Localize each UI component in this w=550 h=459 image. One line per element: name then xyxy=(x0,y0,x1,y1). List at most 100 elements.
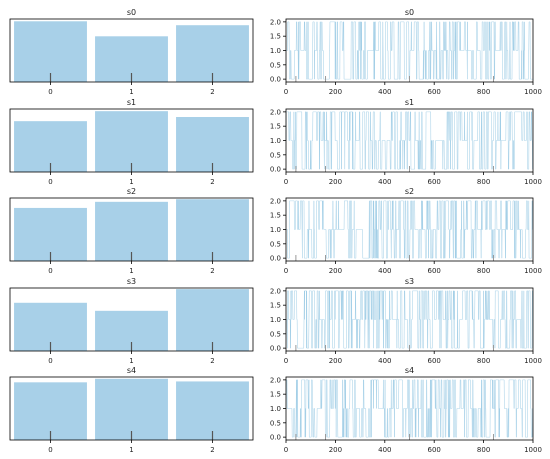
y-tick-label: 2.0 xyxy=(270,108,281,116)
x-tick-label: 1000 xyxy=(524,178,542,186)
histogram-panel-s0: 0 1 2 s0 xyxy=(9,8,254,96)
x-tick-label: 1 xyxy=(129,178,133,186)
x-tick-label: 0 xyxy=(284,357,288,365)
x-tick-label: 0 xyxy=(284,267,288,275)
x-tick-label: 400 xyxy=(378,267,391,275)
bar-1 xyxy=(95,378,168,440)
trace-panel-s3: 0.0 0.5 1.0 1.5 2.0 0 200 400 600 800 1000 s3 xyxy=(270,277,542,365)
axes-frame xyxy=(9,287,254,352)
panel-title: s0 xyxy=(127,8,136,17)
x-tick-label: 800 xyxy=(477,178,490,186)
x-tick-label: 600 xyxy=(428,446,441,454)
x-tick-label: 200 xyxy=(329,178,342,186)
x-tick-label: 400 xyxy=(378,88,391,96)
y-tick-label: 2.0 xyxy=(270,18,281,26)
x-tick-label: 0 xyxy=(48,178,52,186)
panel-title: s3 xyxy=(405,277,414,286)
panel-title: s4 xyxy=(127,366,136,375)
trace-line xyxy=(285,111,533,170)
x-tick-label: 800 xyxy=(477,446,490,454)
bar-2 xyxy=(176,289,249,351)
panel-title: s2 xyxy=(405,187,414,196)
y-tick-label: 1.5 xyxy=(270,302,281,310)
y-tick-label: 0.0 xyxy=(270,76,281,84)
trace-panel-s2: 0.0 0.5 1.0 1.5 2.0 0 200 400 600 800 1000 s2 xyxy=(270,187,542,275)
x-tick-label: 0 xyxy=(48,267,52,275)
axes-frame xyxy=(285,197,534,262)
bar-2 xyxy=(176,199,249,261)
y-tick-label: 0.5 xyxy=(270,240,281,248)
x-tick-label: 200 xyxy=(329,88,342,96)
panel-title: s3 xyxy=(127,277,136,286)
x-tick-label: 600 xyxy=(428,88,441,96)
y-tick-label: 1.0 xyxy=(270,137,281,145)
bar-1 xyxy=(95,201,168,261)
axes-frame xyxy=(9,197,254,262)
bar-1 xyxy=(95,111,168,172)
y-tick-label: 0.5 xyxy=(270,61,281,69)
y-tick-label: 0.0 xyxy=(270,345,281,353)
y-tick-label: 1.0 xyxy=(270,47,281,55)
histogram-panel-s3: 0 1 2 s3 xyxy=(9,277,254,365)
x-tick-label: 400 xyxy=(378,178,391,186)
y-tick-label: 0.0 xyxy=(270,255,281,263)
x-tick-label: 0 xyxy=(284,88,288,96)
x-tick-label: 1000 xyxy=(524,267,542,275)
axes-frame xyxy=(9,376,254,441)
trace-panel-s4: 0.0 0.5 1.0 1.5 2.0 0 200 400 600 800 1000 s4 xyxy=(270,366,542,454)
x-tick-label: 200 xyxy=(329,267,342,275)
y-tick-label: 1.5 xyxy=(270,391,281,399)
trace-line xyxy=(286,21,533,80)
x-tick-label: 1 xyxy=(129,267,133,275)
panel-title: s1 xyxy=(127,98,136,107)
x-tick-label: 400 xyxy=(378,446,391,454)
x-tick-label: 400 xyxy=(378,357,391,365)
y-tick-label: 2.0 xyxy=(270,376,281,384)
x-tick-label: 200 xyxy=(329,357,342,365)
trace-panel-s0: 0.0 0.5 1.0 1.5 2.0 0 200 400 600 800 1000 s0 xyxy=(270,8,542,96)
axes-frame xyxy=(9,108,254,173)
y-tick-label: 2.0 xyxy=(270,287,281,295)
y-tick-label: 0.0 xyxy=(270,434,281,442)
bar-0 xyxy=(14,382,87,440)
trace-line xyxy=(286,200,533,259)
panel-title: s0 xyxy=(405,8,414,17)
x-tick-label: 600 xyxy=(428,267,441,275)
x-tick-label: 2 xyxy=(210,88,214,96)
x-tick-label: 1 xyxy=(129,446,133,454)
x-tick-label: 600 xyxy=(428,357,441,365)
trace-panel-s1: 0.0 0.5 1.0 1.5 2.0 0 200 400 600 800 1000 s1 xyxy=(270,98,542,186)
axes-frame xyxy=(9,18,254,83)
x-tick-label: 1 xyxy=(129,88,133,96)
histogram-panel-s1: 0 1 2 s1 xyxy=(9,98,254,186)
x-tick-label: 600 xyxy=(428,178,441,186)
y-tick-label: 1.0 xyxy=(270,316,281,324)
panel-title: s2 xyxy=(127,187,136,196)
x-tick-label: 800 xyxy=(477,88,490,96)
y-tick-label: 0.5 xyxy=(270,330,281,338)
x-tick-label: 0 xyxy=(48,357,52,365)
x-tick-label: 200 xyxy=(329,446,342,454)
y-tick-label: 0.5 xyxy=(270,151,281,159)
y-tick-label: 0.5 xyxy=(270,419,281,427)
bar-2 xyxy=(176,25,249,82)
y-tick-label: 0.0 xyxy=(270,166,281,174)
x-tick-label: 1000 xyxy=(524,88,542,96)
x-tick-label: 0 xyxy=(48,88,52,96)
y-tick-label: 1.5 xyxy=(270,33,281,41)
trace-line xyxy=(286,379,533,438)
y-tick-label: 2.0 xyxy=(270,197,281,205)
x-tick-label: 1000 xyxy=(524,446,542,454)
x-tick-label: 2 xyxy=(210,357,214,365)
y-tick-label: 1.5 xyxy=(270,123,281,131)
x-tick-label: 0 xyxy=(284,178,288,186)
x-tick-label: 800 xyxy=(477,267,490,275)
bar-0 xyxy=(14,21,87,82)
x-tick-label: 2 xyxy=(210,178,214,186)
x-tick-label: 1 xyxy=(129,357,133,365)
trace-line xyxy=(286,290,533,349)
x-tick-label: 800 xyxy=(477,357,490,365)
x-tick-label: 0 xyxy=(48,446,52,454)
x-tick-label: 1000 xyxy=(524,357,542,365)
panel-title: s4 xyxy=(405,366,414,375)
